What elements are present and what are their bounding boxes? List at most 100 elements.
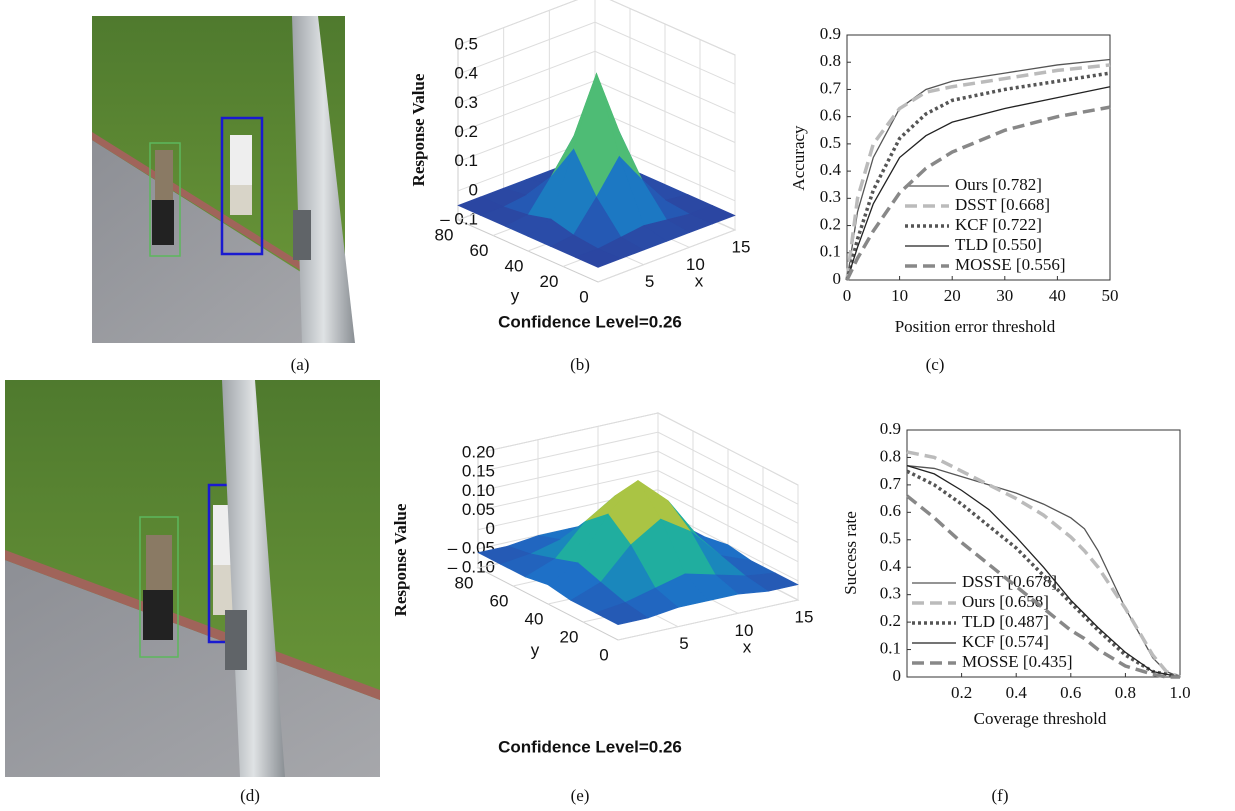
y-tick-label: 0	[893, 666, 902, 685]
z-tick-label: 0.05	[462, 500, 495, 519]
y-tick-label: 0	[579, 287, 588, 306]
y-tick-label: 0	[599, 645, 608, 664]
x-tick-label: 20	[944, 286, 961, 305]
z-tick-label: 0	[486, 519, 495, 538]
y-tick-label: 40	[525, 609, 544, 628]
x-tick-label: 10	[735, 621, 754, 640]
plot-frame	[846, 34, 1111, 281]
series-line	[845, 63, 1111, 281]
legend-label: Ours [0.782]	[955, 175, 1042, 194]
z-tick-label: – 0.1	[440, 209, 478, 228]
legend-label: KCF [0.574]	[962, 632, 1049, 651]
x-axis-label: x	[743, 637, 752, 656]
y-tick-label: 0.9	[820, 24, 841, 43]
surface-cell	[594, 602, 649, 625]
y-tick-label: 80	[455, 573, 474, 592]
z-tick-label: 0.15	[462, 462, 495, 481]
grid-line	[597, 55, 736, 283]
series-line	[906, 465, 1181, 678]
chart-title: Confidence Level=0.26	[498, 737, 682, 756]
z-tick-label: 0	[469, 180, 478, 199]
y-axis-label: Success rate	[841, 511, 860, 595]
panel-label: (d)	[240, 786, 260, 805]
legend-label: MOSSE [0.556]	[955, 255, 1066, 274]
legend-label: MOSSE [0.435]	[962, 652, 1073, 671]
x-tick-label: 5	[679, 634, 688, 653]
z-tick-label: – 0.10	[448, 557, 495, 576]
panel-label: (a)	[291, 355, 310, 374]
x-tick-label: 40	[1049, 286, 1066, 305]
y-tick-label: 20	[560, 627, 579, 646]
z-tick-label: 0.20	[462, 442, 495, 461]
x-tick-label: 0.6	[1060, 683, 1081, 702]
panel-label: (f)	[992, 786, 1009, 805]
x-axis-label: Coverage threshold	[974, 709, 1107, 728]
series-line	[846, 86, 1111, 281]
legend-label: DSST [0.668]	[955, 195, 1050, 214]
x-axis-label: Position error threshold	[895, 317, 1056, 336]
photo-a	[92, 16, 355, 343]
y-tick-label: 0.3	[880, 584, 901, 603]
x-tick-label: 0.8	[1115, 683, 1136, 702]
y-tick-label: 0.6	[880, 501, 901, 520]
x-tick-label: 10	[686, 255, 705, 274]
y-axis-label: y	[531, 640, 540, 659]
x-axis-label: x	[695, 272, 704, 291]
y-tick-label: 0.5	[880, 529, 901, 548]
photo-d	[5, 380, 380, 777]
z-tick-label: 0.10	[462, 481, 495, 500]
panel-label: (b)	[570, 355, 590, 374]
y-tick-label: 0	[833, 269, 842, 288]
x-tick-label: 0	[843, 286, 852, 305]
series-line	[906, 465, 1181, 678]
z-tick-label: 0.1	[454, 151, 478, 170]
y-tick-label: 0.2	[820, 214, 841, 233]
x-tick-label: 15	[732, 237, 751, 256]
series-line	[906, 450, 1181, 679]
x-tick-label: 10	[891, 286, 908, 305]
x-tick-label: 0.4	[1006, 683, 1028, 702]
y-tick-label: 0.3	[820, 187, 841, 206]
legend-label: TLD [0.550]	[955, 235, 1042, 254]
series-line	[846, 58, 1111, 281]
y-tick-label: 0.1	[880, 638, 901, 657]
y-tick-label: 0.2	[880, 611, 901, 630]
x-tick-label: 50	[1102, 286, 1119, 305]
surface-cell	[574, 248, 622, 268]
z-axis-label: Response Value	[391, 503, 410, 616]
panel-label: (c)	[926, 355, 945, 374]
legend-label: TLD [0.487]	[962, 612, 1049, 631]
y-tick-label: 0.4	[880, 556, 902, 575]
z-tick-label: 0.4	[454, 64, 478, 83]
series-line	[845, 105, 1111, 281]
grid-line	[617, 485, 799, 641]
y-tick-label: 60	[470, 241, 489, 260]
z-axis-label: Response Value	[409, 73, 428, 186]
panel-label: (e)	[571, 786, 590, 805]
y-tick-label: 0.7	[880, 474, 902, 493]
legend-label: Ours [0.658]	[962, 592, 1049, 611]
y-tick-label: 0.5	[820, 133, 841, 152]
legend-label: KCF [0.722]	[955, 215, 1042, 234]
z-tick-label: 0.3	[454, 93, 478, 112]
y-tick-label: 0.9	[880, 419, 901, 438]
x-tick-label: 5	[645, 272, 654, 291]
z-tick-label: 0.5	[454, 34, 478, 53]
y-tick-label: 40	[505, 256, 524, 275]
y-tick-label: 0.8	[820, 51, 841, 70]
series-line	[845, 71, 1111, 281]
y-tick-label: 80	[435, 225, 454, 244]
y-axis-label: Accuracy	[789, 125, 808, 191]
y-tick-label: 0.1	[820, 242, 841, 261]
x-tick-label: 30	[996, 286, 1013, 305]
y-tick-label: 20	[540, 272, 559, 291]
y-tick-label: 0.4	[820, 160, 842, 179]
y-tick-label: 0.6	[820, 106, 841, 125]
x-tick-label: 0.2	[951, 683, 972, 702]
chart-title: Confidence Level=0.26	[498, 312, 682, 331]
x-tick-label: 1.0	[1169, 683, 1190, 702]
y-axis-label: y	[511, 286, 520, 305]
x-tick-label: 15	[795, 607, 814, 626]
y-tick-label: 0.8	[880, 446, 901, 465]
